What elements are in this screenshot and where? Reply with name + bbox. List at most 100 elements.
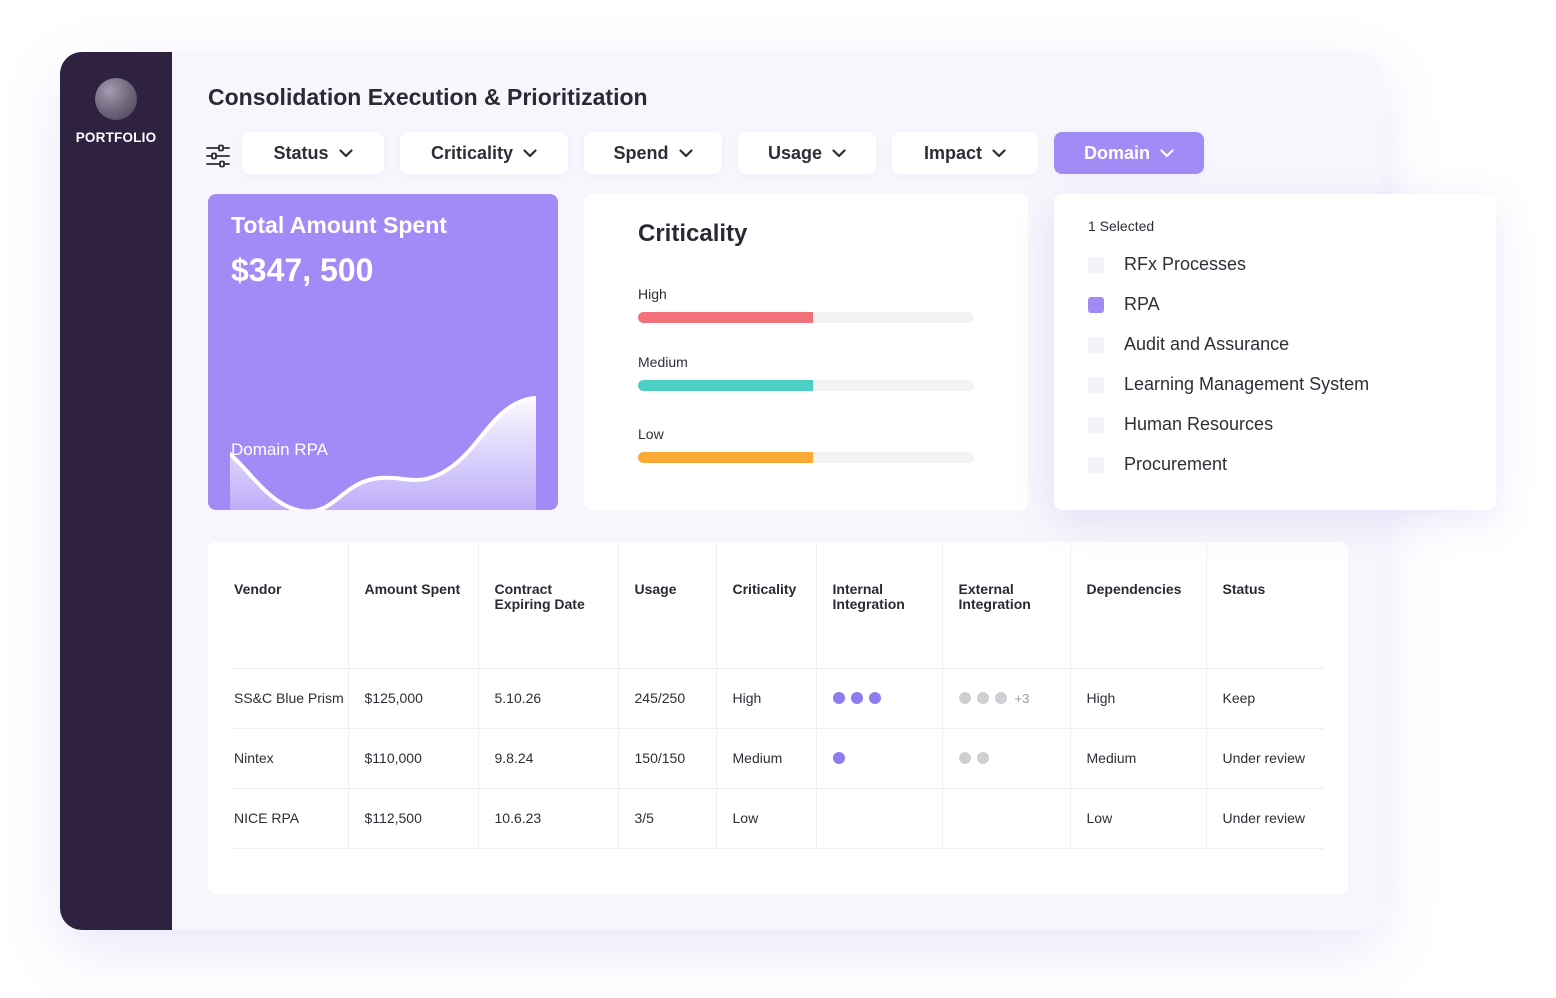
criticality-bar-track [638, 312, 974, 323]
col-header-internal-line2: Integration [832, 596, 905, 612]
external-dots: +3 [958, 690, 1070, 706]
internal-integration-dot [832, 692, 845, 704]
chevron-down-icon [1160, 148, 1174, 157]
criticality-bar-fill-low [638, 452, 813, 463]
criticality-bar-track [638, 452, 974, 463]
checkbox[interactable] [1088, 376, 1104, 393]
table-row[interactable]: SS&C Blue Prism $125,000 5.10.26 245/250… [232, 667, 1324, 728]
internal-integration-dot [868, 692, 881, 704]
table-row[interactable]: Nintex $110,000 9.8.24 150/150 Medium Me… [232, 727, 1324, 788]
col-header-usage[interactable]: Usage [617, 542, 716, 668]
external-integration-dot [976, 692, 989, 704]
filter-domain-label: Domain [1083, 142, 1150, 163]
filter-spend-label: Spend [613, 142, 669, 163]
chevron-down-icon [338, 148, 353, 157]
total-spent-card[interactable]: Total Amount Spent $347, 500 Domain RPA [208, 194, 558, 510]
table-row[interactable]: NICE RPA $112,500 10.6.23 3/5 Low Low Un… [232, 787, 1324, 849]
cell-dependencies: High [1069, 667, 1206, 728]
table-header-row: Vendor Amount Spent Contract Expiring Dat… [232, 542, 1324, 668]
cell-dependencies: Medium [1069, 727, 1206, 788]
cell-external-integration: +3 [941, 667, 1070, 728]
cell-status: Under review [1205, 787, 1324, 849]
external-integration-more[interactable]: +3 [1014, 690, 1030, 706]
col-header-amount[interactable]: Amount Spent [347, 542, 478, 668]
col-header-external-line2: Integration [958, 596, 1031, 612]
filter-criticality-label: Criticality [430, 142, 514, 163]
cell-amount: $125,000 [347, 667, 478, 728]
filter-spend-button[interactable]: Spend [584, 132, 722, 174]
domain-option-rpa[interactable]: RPA [1088, 294, 1160, 315]
domain-option-human-resources[interactable]: Human Resources [1088, 414, 1273, 435]
cell-expiry: 9.8.24 [477, 727, 618, 788]
internal-integration-dot [832, 752, 845, 764]
chevron-down-icon [992, 148, 1006, 157]
page-title: Consolidation Execution & Prioritization [208, 84, 648, 110]
sidebar: PORTFOLIO [60, 52, 172, 930]
filter-sliders-icon[interactable] [206, 144, 230, 168]
external-integration-dot [958, 692, 971, 704]
filter-status-label: Status [273, 142, 329, 163]
checkbox[interactable] [1088, 296, 1104, 313]
domain-option-label: Procurement [1124, 454, 1228, 474]
external-integration-dot [994, 692, 1007, 704]
cell-internal-integration [815, 727, 942, 788]
criticality-row-medium: Medium [638, 354, 974, 391]
checkbox[interactable] [1088, 456, 1104, 473]
chevron-down-icon [832, 148, 846, 157]
criticality-card: Criticality High Medium Low [584, 194, 1028, 510]
avatar[interactable] [95, 78, 137, 120]
criticality-row-low: Low [638, 426, 974, 463]
cell-external-integration [941, 727, 1070, 788]
filter-impact-label: Impact [923, 142, 983, 163]
col-header-contract-line2: Expiring Date [494, 596, 585, 612]
brand-label: PORTFOLIO [75, 130, 157, 145]
filter-status-button[interactable]: Status [242, 132, 384, 174]
filter-domain-button[interactable]: Domain [1054, 132, 1204, 174]
cell-expiry: 5.10.26 [477, 667, 618, 728]
col-header-status[interactable]: Status [1205, 542, 1324, 668]
checkbox[interactable] [1088, 416, 1104, 433]
domain-option-label: Learning Management System [1124, 374, 1370, 394]
checkbox[interactable] [1088, 256, 1104, 273]
criticality-row-label: High [638, 286, 667, 302]
domain-option-label: RPA [1124, 294, 1160, 314]
criticality-row-label: Low [638, 426, 664, 442]
cell-usage: 150/150 [617, 727, 716, 788]
domain-dropdown-panel: 1 Selected RFx Processes RPA Audit and A… [1054, 194, 1496, 510]
filter-criticality-button[interactable]: Criticality [400, 132, 568, 174]
filter-usage-label: Usage [767, 142, 823, 163]
cell-internal-integration [815, 667, 942, 728]
criticality-bar-track [638, 380, 974, 391]
domain-option-procurement[interactable]: Procurement [1088, 454, 1227, 475]
cell-internal-integration [815, 787, 942, 849]
filter-usage-button[interactable]: Usage [738, 132, 876, 174]
domain-option-rfx-processes[interactable]: RFx Processes [1088, 254, 1246, 275]
cell-amount: $112,500 [347, 787, 478, 849]
vendors-table: Vendor Amount Spent Contract Expiring Dat… [232, 542, 1324, 849]
criticality-bar-fill-high [638, 312, 813, 323]
col-header-vendor[interactable]: Vendor [234, 581, 282, 597]
cell-status: Under review [1205, 727, 1324, 788]
criticality-bar-fill-medium [638, 380, 813, 391]
cell-external-integration [941, 787, 1070, 849]
col-header-external[interactable]: External Integration [941, 542, 1070, 668]
main-content: Consolidation Execution & Prioritization… [172, 52, 1382, 930]
filter-impact-button[interactable]: Impact [892, 132, 1038, 174]
internal-integration-dot [850, 692, 863, 704]
criticality-title: Criticality [638, 220, 748, 247]
cell-amount: $110,000 [347, 727, 478, 788]
cell-status: Keep [1205, 667, 1324, 728]
col-header-dependencies[interactable]: Dependencies [1069, 542, 1206, 668]
col-header-criticality[interactable]: Criticality [715, 542, 816, 668]
internal-dots [832, 752, 942, 764]
cell-usage: 3/5 [617, 787, 716, 849]
col-header-contract[interactable]: Contract Expiring Date [477, 542, 618, 668]
cell-vendor: SS&C Blue Prism [232, 667, 348, 728]
domain-option-learning-management-system[interactable]: Learning Management System [1088, 374, 1369, 395]
col-header-internal[interactable]: Internal Integration [815, 542, 942, 668]
checkbox[interactable] [1088, 336, 1104, 353]
criticality-row-label: Medium [638, 354, 688, 370]
domain-caption: Domain RPA [231, 440, 328, 459]
domain-option-audit-and-assurance[interactable]: Audit and Assurance [1088, 334, 1289, 355]
spend-trend-sparkline [230, 396, 536, 510]
